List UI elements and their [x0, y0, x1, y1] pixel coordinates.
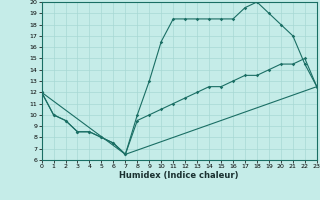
X-axis label: Humidex (Indice chaleur): Humidex (Indice chaleur) — [119, 171, 239, 180]
